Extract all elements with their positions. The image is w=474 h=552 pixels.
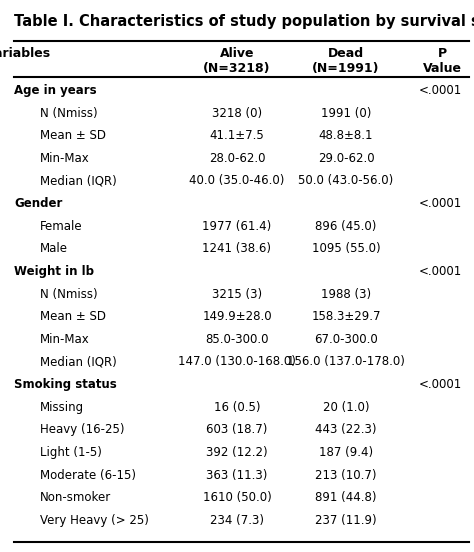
Text: 156.0 (137.0-178.0): 156.0 (137.0-178.0) <box>287 355 405 369</box>
Text: 48.8±8.1: 48.8±8.1 <box>319 129 373 142</box>
Text: Dead
(N=1991): Dead (N=1991) <box>312 47 380 75</box>
Text: Mean ± SD: Mean ± SD <box>40 310 106 323</box>
Text: Table I. Characteristics of study population by survival status.: Table I. Characteristics of study popula… <box>14 14 474 29</box>
Text: Median (IQR): Median (IQR) <box>40 174 117 188</box>
Text: 16 (0.5): 16 (0.5) <box>214 401 260 414</box>
Text: 1991 (0): 1991 (0) <box>321 107 371 120</box>
Text: 891 (44.8): 891 (44.8) <box>315 491 377 505</box>
Text: 28.0-62.0: 28.0-62.0 <box>209 152 265 165</box>
Text: 603 (18.7): 603 (18.7) <box>206 423 268 437</box>
Text: <.0001: <.0001 <box>419 84 462 97</box>
Text: 41.1±7.5: 41.1±7.5 <box>210 129 264 142</box>
Text: Female: Female <box>40 220 83 233</box>
Text: N (Nmiss): N (Nmiss) <box>40 107 98 120</box>
Text: N (Nmiss): N (Nmiss) <box>40 288 98 301</box>
Text: <.0001: <.0001 <box>419 378 462 391</box>
Text: Min-Max: Min-Max <box>40 333 90 346</box>
Text: 67.0-300.0: 67.0-300.0 <box>314 333 378 346</box>
Text: 234 (7.3): 234 (7.3) <box>210 514 264 527</box>
Text: 158.3±29.7: 158.3±29.7 <box>311 310 381 323</box>
Text: 392 (12.2): 392 (12.2) <box>206 446 268 459</box>
Text: 1977 (61.4): 1977 (61.4) <box>202 220 272 233</box>
Text: Weight in lb: Weight in lb <box>14 265 94 278</box>
Text: 363 (11.3): 363 (11.3) <box>206 469 268 482</box>
Text: Smoking status: Smoking status <box>14 378 117 391</box>
Text: <.0001: <.0001 <box>419 197 462 210</box>
Text: Very Heavy (> 25): Very Heavy (> 25) <box>40 514 149 527</box>
Text: 50.0 (43.0-56.0): 50.0 (43.0-56.0) <box>299 174 393 188</box>
Text: 1988 (3): 1988 (3) <box>321 288 371 301</box>
Text: Median (IQR): Median (IQR) <box>40 355 117 369</box>
Text: Alive
(N=3218): Alive (N=3218) <box>203 47 271 75</box>
Text: 237 (11.9): 237 (11.9) <box>315 514 377 527</box>
Text: Heavy (16-25): Heavy (16-25) <box>40 423 125 437</box>
Text: Missing: Missing <box>40 401 84 414</box>
Text: Variables: Variables <box>0 47 52 60</box>
Text: 85.0-300.0: 85.0-300.0 <box>205 333 269 346</box>
Text: 29.0-62.0: 29.0-62.0 <box>318 152 374 165</box>
Text: 149.9±28.0: 149.9±28.0 <box>202 310 272 323</box>
Text: Mean ± SD: Mean ± SD <box>40 129 106 142</box>
Text: Non-smoker: Non-smoker <box>40 491 111 505</box>
Text: Gender: Gender <box>14 197 63 210</box>
Text: 3215 (3): 3215 (3) <box>212 288 262 301</box>
Text: 40.0 (35.0-46.0): 40.0 (35.0-46.0) <box>189 174 285 188</box>
Text: 3218 (0): 3218 (0) <box>212 107 262 120</box>
Text: P
Value: P Value <box>423 47 462 75</box>
Text: Light (1-5): Light (1-5) <box>40 446 102 459</box>
Text: 896 (45.0): 896 (45.0) <box>315 220 377 233</box>
Text: <.0001: <.0001 <box>419 265 462 278</box>
Text: 443 (22.3): 443 (22.3) <box>315 423 377 437</box>
Text: Min-Max: Min-Max <box>40 152 90 165</box>
Text: Age in years: Age in years <box>14 84 97 97</box>
Text: 187 (9.4): 187 (9.4) <box>319 446 373 459</box>
Text: 147.0 (130.0-168.0): 147.0 (130.0-168.0) <box>178 355 296 369</box>
Text: 1095 (55.0): 1095 (55.0) <box>312 242 380 256</box>
Text: 213 (10.7): 213 (10.7) <box>315 469 377 482</box>
Text: 20 (1.0): 20 (1.0) <box>323 401 369 414</box>
Text: 1610 (50.0): 1610 (50.0) <box>202 491 272 505</box>
Text: Male: Male <box>40 242 68 256</box>
Text: Moderate (6-15): Moderate (6-15) <box>40 469 137 482</box>
Text: 1241 (38.6): 1241 (38.6) <box>202 242 272 256</box>
